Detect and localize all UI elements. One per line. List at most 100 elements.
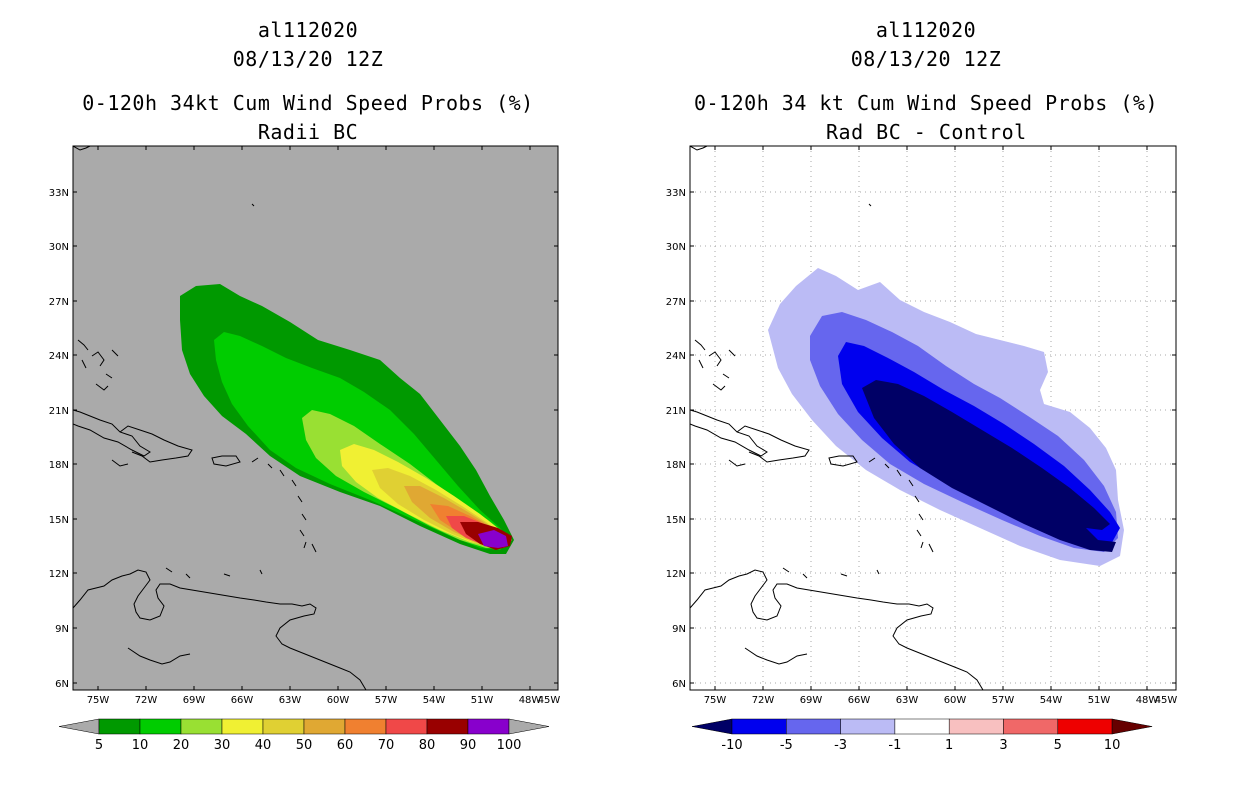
lon-label: 72W <box>135 695 158 706</box>
left-map-panel <box>72 145 559 691</box>
lat-label: 33N <box>49 188 69 199</box>
lat-label: 12N <box>666 569 686 580</box>
lat-label: 9N <box>672 624 686 635</box>
lat-label: 30N <box>49 242 69 253</box>
lat-label: 18N <box>666 460 686 471</box>
colorbar-swatch <box>467 718 510 735</box>
lat-label: 6N <box>55 679 69 690</box>
lon-label: 54W <box>1040 695 1063 706</box>
colorbar-under-triangle <box>58 718 100 735</box>
lat-label: 33N <box>666 188 686 199</box>
colorbar-label: 1 <box>945 738 953 753</box>
colorbar-over-triangle <box>1111 718 1153 735</box>
lon-label: 69W <box>183 695 206 706</box>
colorbar-label: 100 <box>497 738 522 753</box>
colorbar-label: -1 <box>888 738 901 753</box>
lon-label: 45W <box>538 695 561 706</box>
colorbar-label: 90 <box>460 738 477 753</box>
colorbar-swatch <box>894 718 950 735</box>
lon-label: 72W <box>752 695 775 706</box>
right-map-panel <box>689 145 1177 691</box>
right-subtitle: Rad BC - Control <box>826 120 1027 144</box>
colorbar-swatch <box>385 718 428 735</box>
colorbar-swatch <box>303 718 346 735</box>
left-storm-id: al112020 <box>257 18 359 42</box>
lat-label: 21N <box>49 406 69 417</box>
colorbar-swatch <box>344 718 387 735</box>
colorbar-label: 70 <box>378 738 395 753</box>
colorbar-label: 20 <box>173 738 190 753</box>
right-date: 08/13/20 12Z <box>850 47 1002 71</box>
colorbar-label: 10 <box>1104 738 1121 753</box>
lat-label: 21N <box>666 406 686 417</box>
colorbar-swatch <box>139 718 182 735</box>
lon-label: 63W <box>279 695 302 706</box>
colorbar-label: 10 <box>132 738 149 753</box>
colorbar-swatch <box>221 718 264 735</box>
lat-label: 27N <box>666 297 686 308</box>
left-map-border <box>72 145 559 691</box>
colorbar-swatch <box>98 718 141 735</box>
right-storm-id: al112020 <box>875 18 977 42</box>
colorbar-label: 40 <box>255 738 272 753</box>
lon-label: 45W <box>1155 695 1178 706</box>
colorbar-swatch <box>180 718 223 735</box>
right-title: 0-120h 34 kt Cum Wind Speed Probs (%) <box>693 91 1159 115</box>
lon-label: 66W <box>231 695 254 706</box>
lat-label: 12N <box>49 569 69 580</box>
colorbar-label: 5 <box>1054 738 1062 753</box>
contour-minus-10 <box>862 380 1116 552</box>
lat-label: 27N <box>49 297 69 308</box>
left-title: 0-120h 34kt Cum Wind Speed Probs (%) <box>82 91 534 115</box>
left-probability-contours <box>73 146 514 690</box>
colorbar-over-triangle <box>508 718 550 735</box>
colorbar-under-triangle <box>691 718 733 735</box>
colorbar-label: -10 <box>721 738 742 753</box>
colorbar-swatch <box>262 718 305 735</box>
colorbar-label: 3 <box>999 738 1007 753</box>
left-colorbar: 5 10 20 30 40 50 60 70 80 90 100 <box>58 718 550 753</box>
right-colorbar: -10 -5 -3 -1 1 3 5 10 <box>691 718 1153 753</box>
left-latitude-labels: 33N 30N 27N 24N 21N 18N 15N 12N 9N 6N <box>49 188 558 690</box>
colorbar-swatch <box>1057 718 1113 735</box>
colorbar-label: 50 <box>296 738 313 753</box>
lat-label: 24N <box>49 351 69 362</box>
colorbar-swatch <box>840 718 896 735</box>
lon-label: 60W <box>327 695 350 706</box>
colorbar-label: 60 <box>337 738 354 753</box>
lat-label: 6N <box>672 679 686 690</box>
lat-label: 24N <box>666 351 686 362</box>
contour-90 <box>478 530 508 548</box>
lon-label: 75W <box>704 695 727 706</box>
lat-label: 18N <box>49 460 69 471</box>
lon-label: 60W <box>944 695 967 706</box>
lon-label: 51W <box>471 695 494 706</box>
lon-label: 66W <box>848 695 871 706</box>
lon-label: 57W <box>992 695 1015 706</box>
colorbar-swatch <box>731 718 787 735</box>
lon-label: 54W <box>423 695 446 706</box>
lat-label: 15N <box>666 515 686 526</box>
left-subtitle: Radii BC <box>257 120 359 144</box>
colorbar-swatch <box>426 718 469 735</box>
right-latitude-labels: 33N 30N 27N 24N 21N 18N 15N 12N 9N 6N <box>666 188 1176 690</box>
lon-label: 51W <box>1088 695 1111 706</box>
lon-label: 48W <box>519 695 542 706</box>
colorbar-swatch <box>1003 718 1059 735</box>
lon-label: 63W <box>896 695 919 706</box>
colorbar-swatch <box>786 718 841 735</box>
colorbar-label: -5 <box>780 738 793 753</box>
left-date: 08/13/20 12Z <box>232 47 384 71</box>
lon-label: 75W <box>87 695 110 706</box>
lat-label: 30N <box>666 242 686 253</box>
right-difference-contours <box>768 268 1124 566</box>
colorbar-label: 5 <box>95 738 103 753</box>
colorbar-swatch <box>948 718 1004 735</box>
colorbar-label: 80 <box>419 738 436 753</box>
lat-label: 15N <box>49 515 69 526</box>
lon-label: 48W <box>1136 695 1159 706</box>
lon-label: 57W <box>375 695 398 706</box>
